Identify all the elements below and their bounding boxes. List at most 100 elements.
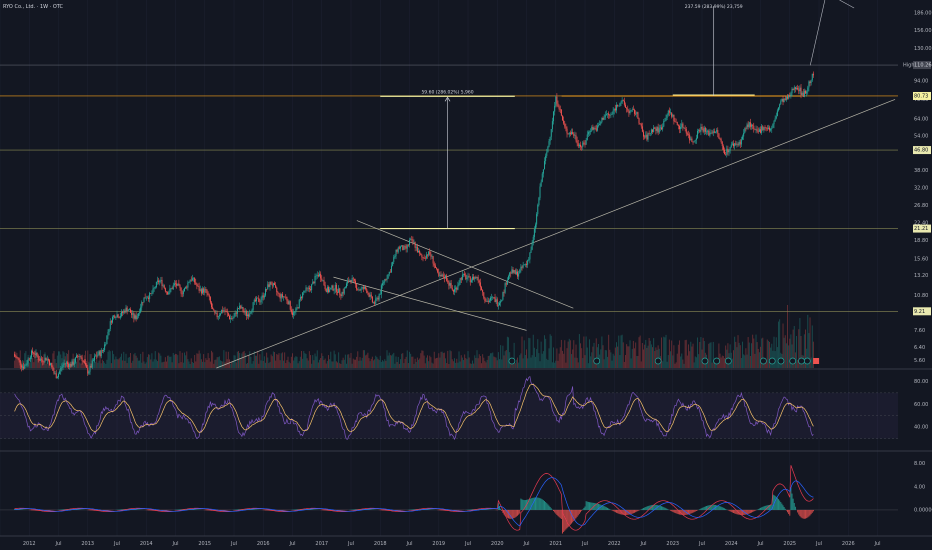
- candle-body: [502, 292, 504, 300]
- candle-body: [571, 132, 573, 135]
- candle-body: [316, 274, 318, 276]
- macd-histogram-bar: [622, 509, 624, 515]
- price-tick-label: 5.60: [914, 358, 925, 364]
- volume-bar: [379, 355, 381, 368]
- candle-body: [440, 274, 442, 277]
- volume-bar: [616, 342, 618, 368]
- candle-body: [736, 144, 738, 146]
- volume-bar: [782, 323, 784, 368]
- volume-bar: [241, 353, 243, 368]
- macd-histogram-bar: [500, 508, 502, 510]
- macd-histogram-bar: [504, 509, 506, 516]
- macd-histogram-bar: [222, 509, 224, 511]
- volume-bar: [168, 355, 170, 368]
- volume-bar: [650, 344, 652, 368]
- candle-body: [577, 143, 579, 147]
- candle-body: [434, 265, 436, 268]
- candle-body: [344, 287, 346, 289]
- volume-bar: [541, 353, 543, 368]
- volume-bar: [171, 362, 173, 368]
- macd-histogram-bar: [19, 509, 21, 510]
- volume-bar: [663, 336, 665, 368]
- volume-bar: [766, 339, 768, 368]
- candle-body: [610, 114, 612, 116]
- candle-body: [395, 249, 397, 256]
- macd-histogram-bar: [594, 503, 596, 510]
- volume-bar: [523, 340, 525, 368]
- candle-body: [742, 136, 744, 140]
- dividend-marker: [813, 358, 820, 364]
- volume-bar: [664, 337, 666, 368]
- candle-body: [367, 292, 369, 294]
- macd-histogram-bar: [713, 504, 715, 510]
- candle-body: [172, 285, 174, 290]
- volume-bar: [132, 360, 134, 368]
- macd-histogram-bar: [544, 501, 546, 510]
- candle-body: [295, 308, 297, 312]
- x-tick-label: 2015: [198, 541, 211, 547]
- candle-body: [130, 309, 132, 313]
- volume-bar: [738, 342, 740, 368]
- candle-body: [632, 109, 634, 110]
- candle-body: [458, 283, 460, 286]
- candle-body: [204, 289, 206, 293]
- candle-body: [76, 355, 78, 358]
- volume-bar: [746, 354, 748, 368]
- volume-bar: [249, 351, 251, 368]
- candle-body: [233, 316, 235, 319]
- candle-body: [15, 356, 17, 358]
- candle-body: [398, 247, 400, 249]
- earnings-marker: [701, 357, 709, 365]
- volume-bar: [572, 349, 574, 368]
- candle-body: [753, 125, 755, 130]
- candle-body: [767, 127, 769, 130]
- candle-body: [620, 102, 622, 104]
- volume-bar: [357, 351, 359, 368]
- candle-body: [272, 283, 274, 286]
- candle-body: [45, 357, 47, 361]
- volume-bar: [203, 354, 205, 368]
- volume-bar: [212, 352, 214, 368]
- macd-histogram-bar: [666, 508, 668, 510]
- volume-bar: [348, 354, 350, 368]
- volume-bar: [396, 361, 398, 368]
- volume-bar: [76, 361, 78, 368]
- x-tick-label: 2020: [491, 541, 504, 547]
- macd-histogram-bar: [35, 509, 37, 511]
- macd-histogram-bar: [677, 509, 679, 515]
- macd-histogram-bar: [512, 509, 514, 519]
- macd-histogram-bar: [123, 509, 125, 510]
- volume-bar: [733, 350, 735, 368]
- macd-histogram-bar: [731, 509, 733, 513]
- candle-body: [414, 242, 416, 248]
- volume-bar: [95, 362, 97, 368]
- macd-histogram-bar: [531, 498, 533, 510]
- candle-body: [36, 352, 38, 357]
- macd-histogram-bar: [64, 509, 66, 510]
- macd-histogram-bar: [90, 509, 92, 511]
- candle-body: [784, 98, 786, 101]
- candle-body: [718, 133, 720, 139]
- candle-body: [114, 315, 116, 318]
- volume-bar: [416, 357, 418, 368]
- candle-body: [791, 88, 793, 94]
- macd-tick-label: 4.00: [914, 484, 925, 490]
- volume-bar: [457, 362, 459, 368]
- candle-body: [510, 272, 512, 274]
- volume-bar: [41, 357, 43, 368]
- candle-body: [475, 276, 477, 278]
- macd-histogram-bar: [342, 509, 344, 511]
- candle-body: [537, 204, 539, 215]
- measure-label-2: 237.59 (283.99%) 23,759: [685, 4, 743, 10]
- macd-histogram-bar: [20, 509, 22, 510]
- volume-bar: [227, 351, 229, 368]
- macd-histogram-bar: [778, 499, 780, 510]
- macd-histogram-bar: [700, 508, 702, 510]
- volume-bar: [323, 360, 325, 368]
- macd-histogram-bar: [689, 509, 691, 515]
- candle-body: [135, 315, 137, 320]
- candle-body: [62, 364, 64, 368]
- macd-histogram-bar: [164, 509, 166, 511]
- price-tick-label: 7.60: [914, 328, 925, 334]
- candle-body: [612, 110, 614, 115]
